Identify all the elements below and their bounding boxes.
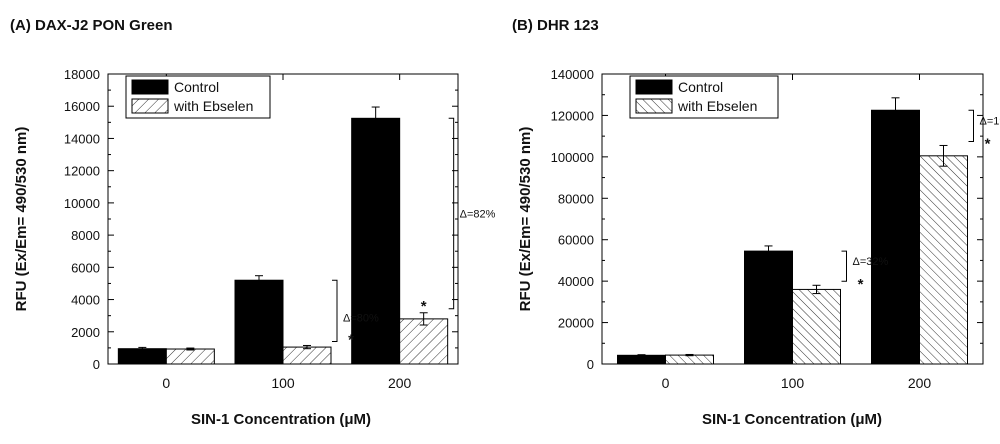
panel-a-bar-ebselen (399, 318, 449, 365)
panel-a-bar-ebselen (282, 346, 332, 365)
panel-b-delta-label: Δ=32% (853, 256, 889, 268)
panel-a-bar-control (351, 117, 401, 365)
panel-b-bar-control (744, 250, 793, 365)
panel-a-delta-bracket (448, 117, 455, 310)
panel-a-y-tick-label: 12000 (64, 164, 100, 179)
panel-a-title: (A) DAX-J2 PON Green (10, 17, 173, 34)
panel-b-plot: 0 20000 40000 60000 80000 100000 120000 140000 0… (551, 67, 1000, 391)
panel-b-title: (B) DHR 123 (512, 17, 599, 34)
panel-a-bar-control (234, 279, 284, 365)
panel-b-category-label: 100 (781, 375, 805, 391)
panel-b-x-axis-label: SIN-1 Concentration (μM) (702, 411, 882, 428)
panel-a-y-tick-label: 6000 (71, 260, 100, 275)
panel-a-category-label: 0 (162, 375, 170, 391)
panel-b-significance-star: * (985, 135, 991, 152)
panel-a-delta-bracket (332, 279, 338, 342)
panel-a-legend-swatch-control (131, 79, 169, 95)
panel-b-delta-bracket (968, 109, 974, 142)
panel-b-bar-control (871, 109, 920, 365)
panel-b-y-tick-label: 20000 (558, 316, 594, 331)
panel-b-y-tick-label: 140000 (551, 67, 594, 82)
panel-a-y-tick-label: 8000 (71, 228, 100, 243)
panel-a-y-tick-label: 16000 (64, 99, 100, 114)
panel-b-legend-swatch-control (635, 79, 673, 95)
panel-a-bar-ebselen (165, 348, 215, 365)
panel-b-bar-ebselen (792, 288, 841, 365)
panel-a-significance-star: * (348, 331, 354, 348)
panel-b-legend-label-control: Control (678, 79, 723, 95)
panel-a-legend-swatch-ebselen (131, 98, 169, 114)
panel-a-x-axis-label: SIN-1 Concentration (μM) (191, 411, 371, 428)
panel-a-delta-label: Δ=80% (343, 312, 379, 324)
panel-b-category-label: 0 (662, 375, 670, 391)
panel-a-significance-star: * (421, 298, 427, 315)
panel-b-bar-ebselen (919, 155, 968, 365)
panel-a-legend-label-control: Control (174, 79, 219, 95)
panel-a-y-tick-label: 4000 (71, 293, 100, 308)
panel-b-y-tick-label: 80000 (558, 191, 594, 206)
panel-b-legend-label-ebselen: with Ebselen (677, 98, 757, 114)
panel-a-y-tick-label: 2000 (71, 325, 100, 340)
panel-a-y-tick-label: 18000 (64, 67, 100, 82)
panel-a-delta-label: Δ=82% (460, 209, 496, 221)
panel-b-y-tick-label: 40000 (558, 274, 594, 289)
panel-a-y-tick-label: 14000 (64, 131, 100, 146)
panel-b-bar-ebselen (665, 354, 714, 365)
panel-a-bar-control (117, 348, 167, 365)
panel-a-category-label: 200 (388, 375, 412, 391)
panel-b-y-tick-label: 120000 (551, 108, 594, 123)
panel-a-y-tick-label: 0 (93, 357, 100, 372)
panel-a-y-axis-label: RFU (Ex/Em= 490/530 nm) (13, 127, 30, 312)
panel-b-significance-star: * (858, 276, 864, 293)
panel-b-y-tick-label: 100000 (551, 150, 594, 165)
panel-a-y-tick-label: 10000 (64, 196, 100, 211)
panel-a-plot: 0200040006000800010000120001400016000180… (64, 67, 496, 391)
panel-b-legend-swatch-ebselen (635, 98, 673, 114)
panel-b-y-axis-label: RFU (Ex/Em= 490/530 nm) (517, 127, 534, 312)
panel-b-y-tick-label: 60000 (558, 233, 594, 248)
panel-a-legend-label-ebselen: with Ebselen (173, 98, 253, 114)
panel-b-category-label: 200 (908, 375, 932, 391)
panel-b-bar-control (617, 354, 666, 365)
panel-a-category-label: 100 (271, 375, 295, 391)
panel-b-y-tick-label: 0 (587, 357, 594, 372)
panel-b-delta-bracket (841, 250, 847, 282)
panel-b-delta-label: Δ=19% (980, 115, 1000, 127)
